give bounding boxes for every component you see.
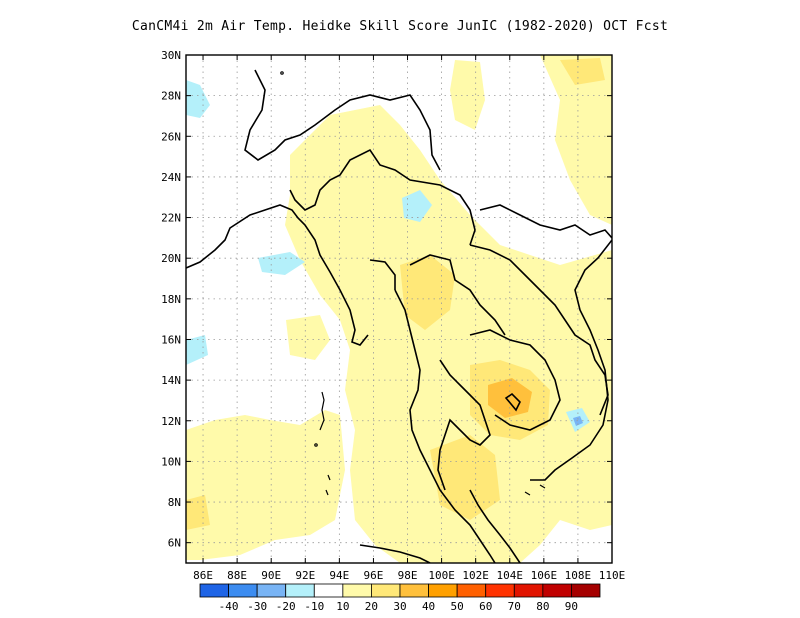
island-dot-1 <box>314 443 318 447</box>
lon-label: 98E <box>398 569 418 582</box>
lat-label: 6N <box>168 537 181 550</box>
colorbar-labels: -40 -30 -20 -10 10 20 30 40 50 60 70 80 90 <box>219 600 578 613</box>
colorbar-swatch <box>371 583 401 598</box>
colorbar-label: 20 <box>365 600 378 613</box>
lat-label: 26N <box>161 130 181 143</box>
colorbar-label: 10 <box>336 600 349 613</box>
shade-10-20-west <box>186 410 345 560</box>
peninsula-east <box>469 489 521 563</box>
colorbar-swatch <box>399 583 429 598</box>
vietnam-coast <box>530 239 612 481</box>
north-border <box>244 69 441 171</box>
plot-frame <box>185 54 613 564</box>
lat-label: 28N <box>161 90 181 103</box>
colorbar <box>199 583 601 598</box>
coastlines <box>186 69 612 563</box>
thailand-west <box>394 289 496 563</box>
shade-10-20-north <box>450 60 485 130</box>
lat-label: 14N <box>161 374 181 387</box>
colorbar-label: -30 <box>247 600 267 613</box>
lat-labels: 30N 28N 26N 24N 22N 20N 18N 16N 14N 12N 10N 8N 6N <box>161 49 181 550</box>
colorbar-swatch <box>285 583 315 598</box>
colorbar-label: 70 <box>508 600 521 613</box>
colorbar-label: 30 <box>393 600 406 613</box>
colorbar-label: 60 <box>479 600 492 613</box>
shade-20-30-b <box>400 255 455 330</box>
gridlines <box>186 55 612 563</box>
lat-label: 22N <box>161 212 181 225</box>
thailand-laos <box>409 254 506 336</box>
lat-label: 10N <box>161 455 181 468</box>
lat-label: 24N <box>161 171 181 184</box>
cambodia-border <box>469 329 561 431</box>
lat-label: 8N <box>168 496 181 509</box>
lon-labels: 86E 88E 90E 92E 94E 96E 98E 100E 102E 104E 106E 108… <box>193 569 625 582</box>
myanmar-border <box>289 148 476 246</box>
lon-label: 110E <box>599 569 626 582</box>
shade-neg-a <box>186 80 210 118</box>
shade-neg-c <box>402 190 432 222</box>
ticks <box>186 54 613 563</box>
lat-label: 20N <box>161 252 181 265</box>
shade-20-30-e <box>186 495 210 530</box>
colorbar-swatch <box>428 583 458 598</box>
colorbar-swatch <box>342 583 372 598</box>
lat-label: 30N <box>161 49 181 62</box>
china-vietnam <box>479 204 612 239</box>
island-dot-2 <box>280 71 284 75</box>
mekong-delta-islands <box>524 484 546 496</box>
colorbar-swatch <box>228 583 258 598</box>
colorbar-swatch <box>571 583 601 598</box>
colorbar-swatch <box>542 583 572 598</box>
colorbar-label: -10 <box>304 600 324 613</box>
colorbar-label: 90 <box>565 600 578 613</box>
lon-label: 92E <box>295 569 315 582</box>
lon-label: 102E <box>462 569 489 582</box>
tonle-sap <box>504 392 521 412</box>
shade-10-20-central <box>285 105 612 563</box>
lon-label: 108E <box>565 569 592 582</box>
map-title: CanCM4i 2m Air Temp. Heidke Skill Score … <box>131 19 669 34</box>
colorbar-swatch <box>485 583 515 598</box>
lat-label: 12N <box>161 415 181 428</box>
lon-label: 88E <box>227 569 247 582</box>
lon-label: 100E <box>428 569 455 582</box>
colorbar-label: 50 <box>451 600 464 613</box>
colorbar-label: 40 <box>422 600 435 613</box>
lon-label: 94E <box>329 569 349 582</box>
shade-10-20-south <box>286 315 330 360</box>
andaman-islands <box>319 391 325 431</box>
lon-label: 86E <box>193 569 213 582</box>
colorbar-swatch <box>456 583 487 598</box>
colorbar-label: -40 <box>219 600 239 613</box>
nicobar-islands <box>325 474 331 496</box>
colorbar-swatch <box>513 583 544 598</box>
shade-20-30-d <box>560 58 605 85</box>
shade-10-20-northeast <box>540 55 612 225</box>
myanmar-thai <box>369 259 396 290</box>
lon-label: 90E <box>261 569 281 582</box>
colorbar-swatch <box>256 583 287 598</box>
colorbar-swatch <box>313 583 344 598</box>
islands <box>280 71 546 496</box>
shade-30-40 <box>488 378 532 418</box>
lon-label: 96E <box>364 569 384 582</box>
lat-label: 18N <box>161 293 181 306</box>
shade-neg-b <box>258 252 305 275</box>
shade-neg-d <box>186 335 208 365</box>
india-bangladesh-coast <box>186 204 369 346</box>
colorbar-label: -20 <box>276 600 296 613</box>
lon-label: 104E <box>497 569 524 582</box>
colorbar-swatch <box>199 583 229 598</box>
lon-label: 106E <box>531 569 558 582</box>
lat-label: 16N <box>161 333 181 346</box>
thailand-gulf <box>437 359 491 491</box>
sumatra-tip <box>359 544 431 563</box>
colorbar-label: 80 <box>536 600 549 613</box>
